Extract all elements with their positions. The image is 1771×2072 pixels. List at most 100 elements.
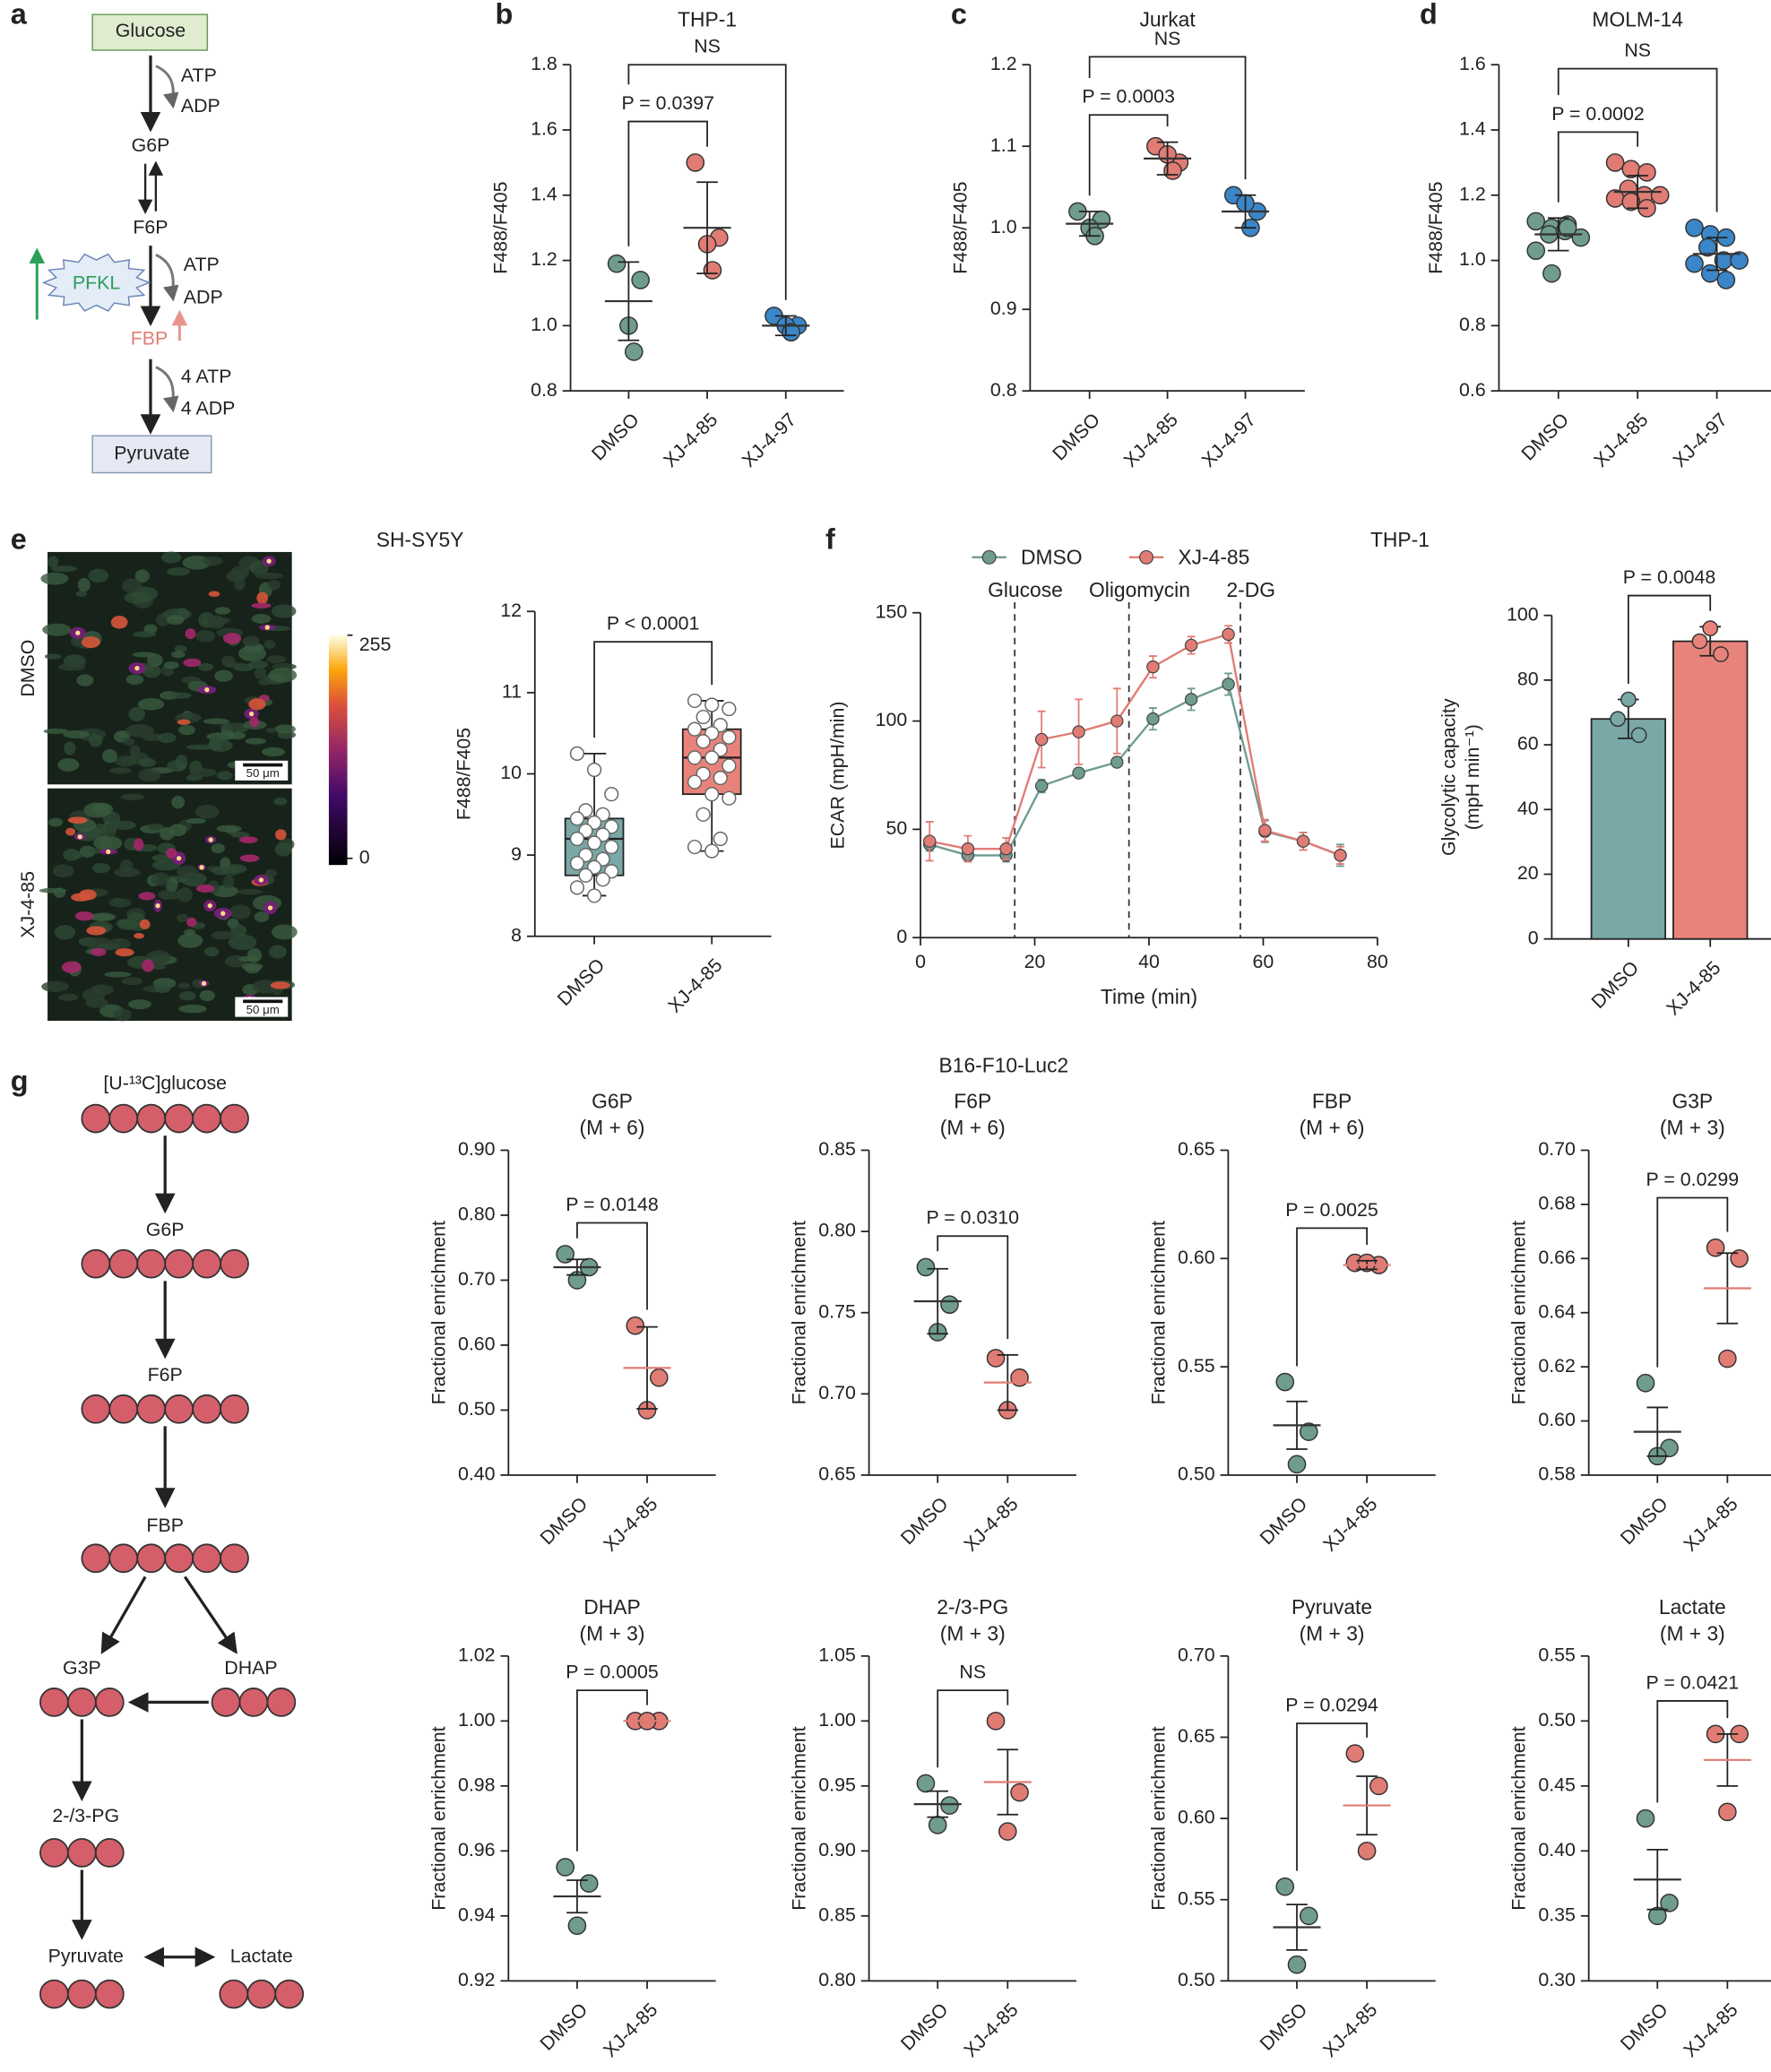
cell-signal [249, 717, 260, 728]
cell [151, 963, 166, 970]
data-point [1621, 192, 1641, 212]
cell [214, 669, 233, 682]
chart-title: (M + 6) [580, 1116, 645, 1139]
data-point [1222, 678, 1235, 691]
y-tick-label: 10 [500, 762, 522, 783]
series-line [929, 682, 1341, 857]
cell-signal [248, 698, 266, 711]
y-tick-label: 0.92 [458, 1969, 496, 1990]
x-tick-label: DMSO [587, 409, 643, 464]
data-point [1637, 162, 1656, 182]
row-label: XJ-4-85 [17, 871, 39, 938]
carbon-atom [39, 1979, 69, 2009]
y-tick-label: 40 [1517, 798, 1539, 819]
annotation: P = 0.0025 [1285, 1199, 1378, 1221]
y-tick-label: 0.40 [1538, 1839, 1576, 1860]
cell [43, 728, 69, 735]
data-point [1605, 153, 1625, 172]
panel-title: SH-SY5Y [376, 528, 464, 551]
cell [264, 868, 277, 877]
data-point [998, 1822, 1017, 1841]
data-point [1542, 263, 1561, 283]
cell [151, 859, 181, 871]
node-label: F6P [133, 217, 168, 238]
cell [128, 706, 146, 721]
x-tick-label: XJ-4-85 [664, 954, 727, 1017]
x-tick-label: XJ-4-85 [600, 1999, 662, 2061]
x-tick-label: DMSO [1587, 957, 1643, 1013]
cofactor-label: 4 ATP [181, 366, 232, 387]
data-point [1010, 1783, 1029, 1802]
data-point [1275, 1372, 1295, 1392]
colorbar-label: 0 [359, 846, 370, 868]
y-tick-label: 12 [500, 600, 522, 621]
cell [101, 748, 117, 764]
series-line [929, 633, 1341, 857]
x-tick-label: 80 [1367, 951, 1388, 972]
data-point [1357, 1842, 1377, 1860]
data-point [923, 834, 937, 848]
chart-title: DHAP [583, 1595, 640, 1619]
y-tick-label: 8 [511, 924, 522, 945]
significance-bracket [593, 641, 713, 738]
y-axis-label: Fractional enrichment [1147, 1221, 1169, 1404]
significance-bracket [627, 120, 708, 246]
scale-bar-label: 50 μm [246, 1003, 280, 1016]
cell [77, 577, 91, 592]
y-tick-label: 0.90 [458, 1138, 496, 1160]
cell [120, 755, 136, 764]
data-point [1702, 620, 1719, 636]
colorbar-label: 255 [359, 634, 392, 655]
data-point [1184, 638, 1198, 652]
cell-signal [251, 602, 272, 609]
cell [91, 862, 110, 874]
significance-bracket [1656, 1700, 1729, 1803]
cell [189, 768, 217, 777]
cell [216, 824, 242, 833]
data-point [721, 790, 737, 806]
carbon-atom [67, 1688, 97, 1717]
legend-label: XJ-4-85 [1178, 545, 1249, 568]
x-tick-label: DMSO [896, 1999, 952, 2054]
data-point [1718, 1349, 1737, 1368]
y-tick-label: 0.70 [458, 1268, 496, 1290]
cell-signal [183, 658, 202, 668]
cell [108, 767, 132, 774]
significance-bracket [937, 1235, 1009, 1340]
data-point [1713, 646, 1729, 662]
cell [226, 570, 246, 583]
y-tick-label: 0.80 [818, 1220, 856, 1241]
cell [273, 797, 288, 806]
cell [137, 697, 165, 711]
cell-signal [74, 911, 94, 921]
significance-bracket [937, 1689, 1009, 1768]
significance-bracket [1088, 114, 1169, 196]
y-axis-label: Fractional enrichment [428, 1726, 449, 1910]
data-point [1636, 1809, 1655, 1828]
cell [63, 849, 81, 861]
cell [90, 984, 114, 996]
cell [40, 572, 69, 585]
data-point [1706, 1238, 1725, 1257]
data-point [1034, 732, 1049, 747]
cell [93, 835, 123, 851]
data-point [713, 831, 728, 847]
annotation: P = 0.0397 [621, 92, 714, 114]
data-point [631, 271, 650, 289]
x-tick-label: XJ-4-85 [1680, 1999, 1742, 2061]
chart-title: Jurkat [1140, 8, 1197, 31]
cell [124, 591, 152, 604]
data-point [1072, 725, 1085, 738]
cell [177, 982, 191, 989]
y-tick-label: 1.6 [1459, 53, 1486, 74]
cell [246, 947, 263, 963]
cell-signal [238, 836, 258, 843]
chart-title: Pyruvate [1292, 1595, 1372, 1619]
chart-title: (M + 3) [1660, 1116, 1725, 1139]
significance-bracket [1656, 1196, 1729, 1368]
carbon-atom [108, 1248, 139, 1279]
y-tick-label: 0.85 [818, 1904, 856, 1925]
x-tick-label: XJ-4-85 [1663, 957, 1725, 1020]
cell [203, 556, 223, 566]
data-point [916, 1257, 936, 1277]
